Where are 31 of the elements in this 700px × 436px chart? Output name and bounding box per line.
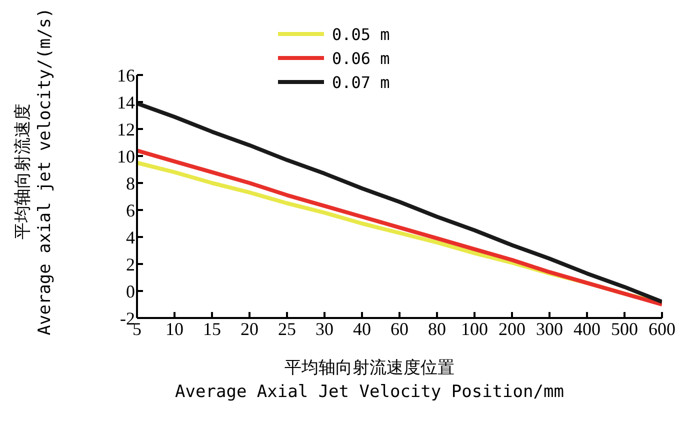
legend-label: 0.05 m — [332, 24, 390, 44]
x-tick-label: 15 — [203, 318, 221, 339]
x-tick-label: 600 — [648, 318, 676, 339]
y-tick-label: 8 — [126, 173, 135, 194]
x-tick-label: 100 — [461, 318, 488, 339]
x-axis-title: 平均轴向射流速度位置 Average Axial Jet Velocity Position/mm — [175, 358, 564, 402]
x-tick-label: 80 — [428, 318, 446, 339]
y-tick-label: 10 — [117, 146, 135, 166]
legend-label: 0.07 m — [332, 72, 390, 92]
x-tick-label: 60 — [390, 318, 408, 339]
y-tick-label: 2 — [126, 254, 135, 274]
x-tick-label: 200 — [498, 318, 526, 339]
y-tick-label: 4 — [126, 227, 135, 248]
y-tick-label: 0 — [126, 281, 135, 302]
y-tick-label: 6 — [126, 200, 135, 220]
x-tick-label: 500 — [611, 318, 638, 339]
x-tick-label: 400 — [574, 318, 600, 339]
x-tick-label: 30 — [316, 318, 334, 339]
y-tick-label: 16 — [117, 65, 135, 86]
x-tick-label: 20 — [240, 318, 258, 339]
x-tick-label: 10 — [166, 318, 184, 339]
y-tick-label: 12 — [117, 119, 135, 140]
y-tick-label: 14 — [117, 92, 135, 112]
y-axis-title: 平均轴向射流速度 Average axial jet velocity/(m/s) — [13, 8, 55, 336]
x-tick-label: 40 — [353, 318, 371, 339]
line-series — [137, 101, 662, 304]
x-tick-label: 25 — [278, 318, 296, 339]
x-tick-label: 300 — [536, 318, 563, 339]
legend-label: 0.06 m — [332, 48, 390, 68]
y-tick-label: -2 — [120, 308, 135, 328]
x-tick-label: 5 — [132, 318, 142, 339]
